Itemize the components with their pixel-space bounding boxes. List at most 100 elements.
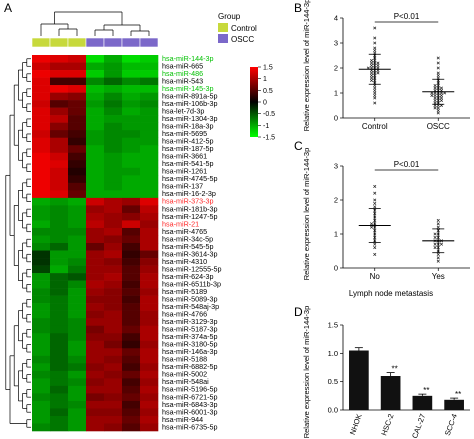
heatmap-cell: [122, 258, 141, 266]
heatmap-cell: [86, 310, 105, 319]
heatmap-cell: [32, 370, 51, 379]
panel-b-x-tick-label: Control: [362, 122, 388, 131]
heatmap-cell: [68, 77, 87, 86]
heatmap-cell: [104, 100, 123, 108]
heatmap-cell: [140, 227, 159, 236]
panel-b-y-tick-label: 2: [334, 64, 338, 73]
heatmap-cell: [122, 273, 141, 281]
heatmap-cell: [104, 318, 123, 327]
heatmap-cell: [86, 167, 105, 176]
heatmap-cell: [32, 152, 51, 161]
panel-b-data-point: [373, 86, 377, 90]
heatmap-cell: [86, 363, 105, 372]
heatmap-cell: [122, 175, 141, 184]
heatmap-cell: [104, 220, 123, 229]
heatmap-cell: [122, 400, 141, 409]
heatmap-cell: [86, 288, 105, 296]
heatmap-cell: [122, 235, 141, 244]
heatmap-cell: [86, 70, 105, 78]
heatmap-cell: [86, 115, 105, 123]
panel-b-data-point: [439, 98, 443, 103]
heatmap-cell: [50, 92, 69, 101]
heatmap-cell: [104, 85, 123, 93]
row-label: hsa-miR-944: [162, 415, 203, 424]
heatmap-cell: [50, 325, 69, 334]
heatmap-cell: [68, 197, 87, 206]
heatmap-cell: [122, 145, 141, 154]
row-label: hsa-miR-6721-5p: [162, 392, 218, 401]
heatmap-cell: [50, 115, 69, 123]
row-label: hsa-miR-4745-5p: [162, 174, 218, 183]
colorbar-tick-label: -0.5: [263, 111, 275, 118]
panel-b-data-point: [373, 46, 377, 50]
heatmap-cell: [86, 318, 105, 327]
heatmap-cell: [86, 378, 105, 387]
heatmap-cell: [140, 303, 159, 311]
heatmap-cell: [68, 70, 87, 78]
heatmap-cell: [104, 415, 123, 424]
heatmap-cell: [32, 115, 51, 123]
heatmap-cell: [122, 77, 141, 86]
heatmap-cell: [50, 310, 69, 319]
panel-c-significance-label: P<0.01: [394, 160, 420, 169]
panel-d-x-tick-label: HSC-2: [379, 413, 395, 437]
heatmap-cell: [104, 385, 123, 394]
heatmap-cell: [140, 107, 159, 116]
row-label: hsa-miR-1304-3p: [162, 114, 218, 123]
heatmap-cell: [140, 167, 159, 176]
row-label: hsa-miR-4766: [162, 310, 207, 319]
heatmap-cell: [104, 122, 123, 131]
heatmap-cell: [32, 378, 51, 387]
row-label: hsa-miR-1247-5p: [162, 212, 218, 221]
panel-c-data-point: [373, 246, 377, 250]
row-label: hsa-miR-374a-5p: [162, 332, 218, 341]
panel-b-data-point: [370, 76, 374, 80]
heatmap-cell: [122, 205, 141, 214]
heatmap-cell: [50, 227, 69, 236]
heatmap-cell: [122, 288, 141, 296]
heatmap-cell: [50, 303, 69, 311]
heatmap-cell: [86, 145, 105, 154]
heatmap-cell: [32, 77, 51, 86]
heatmap-cell: [104, 250, 123, 259]
heatmap-cell: [104, 167, 123, 176]
heatmap-cell: [140, 280, 159, 289]
panel-c-data-point: [436, 218, 440, 222]
row-label: hsa-miR-4765: [162, 227, 207, 236]
panel-c-y-tick-label: 3: [334, 162, 338, 171]
heatmap-cell: [50, 370, 69, 379]
heatmap-cell: [86, 220, 105, 229]
row-label: hsa-miR-3180-5p: [162, 340, 218, 349]
heatmap-cell: [50, 137, 69, 146]
heatmap-cell: [86, 250, 105, 259]
panel-d-ylabel-text: Relative expression level of miR-144-3p: [302, 306, 311, 439]
colorbar-tick-label: 0: [263, 100, 267, 107]
heatmap-cell: [122, 220, 141, 229]
row-label: hsa-miR-3614-3p: [162, 249, 218, 258]
heatmap-cell: [32, 62, 51, 71]
heatmap-cell: [32, 393, 51, 402]
heatmap-cell: [86, 62, 105, 71]
heatmap-cell: [50, 415, 69, 424]
row-labels: hsa-miR-144-3phsa-miR-665hsa-miR-486hsa-…: [162, 54, 222, 431]
heatmap-cell: [86, 340, 105, 349]
panel-b-data-point: [430, 93, 434, 98]
heatmap-cell: [50, 130, 69, 139]
legend-swatch-control: [218, 23, 228, 32]
heatmap-cell: [32, 190, 51, 199]
heatmap-cell: [68, 318, 87, 327]
row-label: hsa-miR-6511b-3p: [162, 279, 221, 288]
panel-letter-d: D: [294, 305, 303, 319]
heatmap-cell: [104, 70, 123, 78]
heatmap-cell: [50, 363, 69, 372]
heatmap-cell: [68, 250, 87, 259]
panel-b-data-point: [373, 36, 377, 40]
panel-c-y-tick-label: 0: [334, 264, 338, 273]
heatmap-cell: [68, 145, 87, 154]
heatmap-cell: [140, 243, 159, 251]
panel-c-xlabel: Lymph node metastasis: [349, 289, 433, 298]
panel-c-data-point: [433, 242, 437, 246]
row-label: hsa-miR-3129-3p: [162, 317, 218, 326]
heatmap-cell: [68, 333, 87, 342]
heatmap-cell: [50, 355, 69, 364]
